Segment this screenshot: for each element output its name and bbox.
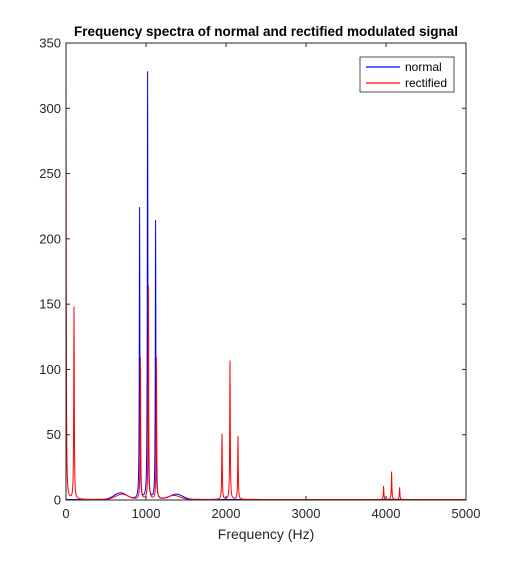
legend: normal rectified: [360, 57, 454, 92]
y-tick-label: 50: [47, 427, 61, 442]
x-tick-label: 0: [62, 506, 69, 521]
x-tick-label: 4000: [372, 506, 401, 521]
plot-area: 0 1000 2000 3000 4000 5000 0 50 100 150 200 250 300 3…: [39, 36, 480, 522]
y-tick-label: 200: [39, 231, 61, 246]
x-tick-label: 1000: [132, 506, 161, 521]
x-tick-label: 5000: [452, 506, 481, 521]
y-tick-label: 300: [39, 101, 61, 116]
legend-label-normal: normal: [405, 60, 442, 74]
y-tick-label: 250: [39, 166, 61, 181]
y-tick-label: 0: [54, 493, 61, 508]
x-tick-label: 2000: [212, 506, 241, 521]
y-tick-label: 150: [39, 297, 61, 312]
x-tick-label: 3000: [292, 506, 321, 521]
x-axis-label: Frequency (Hz): [218, 526, 314, 542]
chart-title: Frequency spectra of normal and rectifie…: [74, 24, 458, 39]
legend-label-rectified: rectified: [405, 76, 447, 90]
y-tick-label: 100: [39, 362, 61, 377]
y-tick-label: 350: [39, 36, 61, 51]
